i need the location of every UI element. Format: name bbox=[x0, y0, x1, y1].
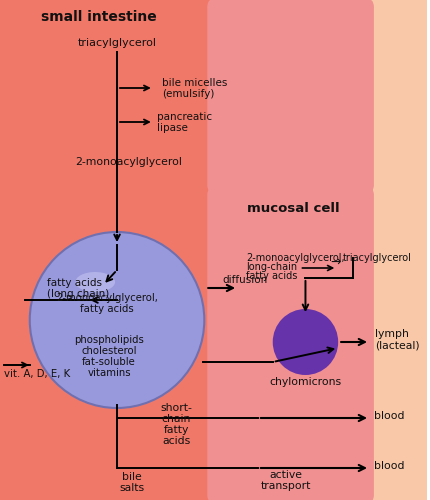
Text: bile: bile bbox=[122, 472, 141, 482]
Text: cholesterol: cholesterol bbox=[81, 346, 137, 356]
Text: fat-soluble: fat-soluble bbox=[82, 357, 135, 367]
Text: mucosal cell: mucosal cell bbox=[247, 202, 339, 214]
Text: chain: chain bbox=[162, 414, 191, 424]
Text: fatty: fatty bbox=[163, 425, 189, 435]
Ellipse shape bbox=[75, 272, 115, 292]
Circle shape bbox=[272, 309, 338, 375]
Text: phospholipids: phospholipids bbox=[74, 335, 144, 345]
Text: vitamins: vitamins bbox=[87, 368, 131, 378]
Text: lipase: lipase bbox=[157, 123, 187, 133]
Text: salts: salts bbox=[119, 483, 144, 493]
FancyBboxPatch shape bbox=[207, 186, 373, 500]
Text: blood: blood bbox=[373, 411, 403, 421]
Text: fatty acids: fatty acids bbox=[246, 271, 297, 281]
Text: long-chain: long-chain bbox=[246, 262, 296, 272]
Text: short-: short- bbox=[160, 403, 192, 413]
Text: diffusion: diffusion bbox=[221, 275, 267, 285]
Text: →: → bbox=[329, 256, 340, 268]
Text: 2-monoacylglycerol,: 2-monoacylglycerol, bbox=[56, 293, 158, 303]
Text: fatty acids: fatty acids bbox=[46, 278, 101, 288]
Text: blood: blood bbox=[373, 461, 403, 471]
Text: (lacteal): (lacteal) bbox=[374, 340, 418, 350]
Text: lymph: lymph bbox=[374, 329, 408, 339]
Text: active: active bbox=[268, 470, 301, 480]
Polygon shape bbox=[369, 0, 427, 500]
Circle shape bbox=[30, 232, 204, 408]
Text: pancreatic: pancreatic bbox=[157, 112, 211, 122]
Text: (long chain): (long chain) bbox=[46, 289, 109, 299]
Text: bile micelles: bile micelles bbox=[161, 78, 227, 88]
FancyBboxPatch shape bbox=[207, 0, 373, 194]
Text: triacylglycerol: triacylglycerol bbox=[77, 38, 156, 48]
Text: acids: acids bbox=[162, 436, 190, 446]
Text: 2-monoacylglycerol: 2-monoacylglycerol bbox=[75, 157, 182, 167]
Text: 2-monoacylglycerol,: 2-monoacylglycerol, bbox=[246, 253, 344, 263]
Text: fatty acids: fatty acids bbox=[80, 304, 134, 314]
Text: vit. A, D, E, K: vit. A, D, E, K bbox=[4, 369, 70, 379]
Text: (emulsify): (emulsify) bbox=[161, 89, 214, 99]
Text: small intestine: small intestine bbox=[41, 10, 157, 24]
Text: chylomicrons: chylomicrons bbox=[269, 377, 341, 387]
Text: transport: transport bbox=[260, 481, 310, 491]
Text: triacylglycerol: triacylglycerol bbox=[342, 253, 411, 263]
